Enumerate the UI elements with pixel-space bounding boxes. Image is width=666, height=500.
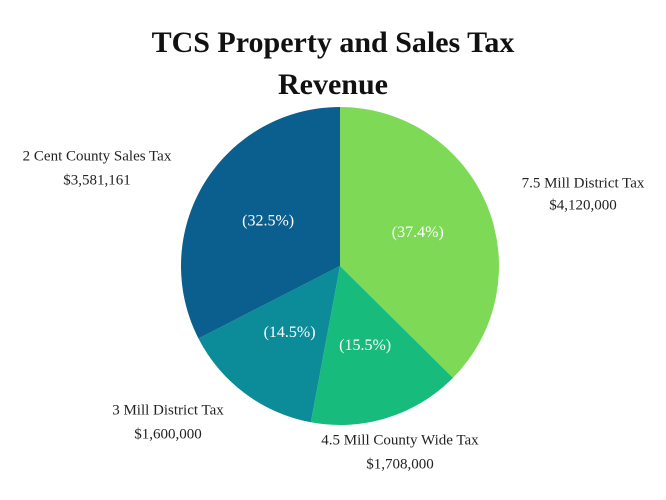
pie-slice xyxy=(340,107,499,378)
value-label: $1,708,000 xyxy=(366,456,434,472)
value-label: $4,120,000 xyxy=(549,197,617,213)
pie-slice xyxy=(198,266,340,423)
slice-label: 7.5 Mill District Tax xyxy=(522,175,645,191)
pie-slice xyxy=(310,266,453,425)
pie-slice xyxy=(181,107,340,339)
percent-label: (14.5%) xyxy=(264,324,316,341)
percent-label: (32.5%) xyxy=(242,213,294,230)
percent-label: (37.4%) xyxy=(392,224,444,241)
value-label: $1,600,000 xyxy=(134,426,202,442)
chart-title: TCS Property and Sales Tax Revenue xyxy=(151,26,515,101)
percent-label: (15.5%) xyxy=(339,337,391,354)
slice-label: 2 Cent County Sales Tax xyxy=(23,148,172,164)
slice-label: 3 Mill District Tax xyxy=(112,402,224,418)
slice-label: 4.5 Mill County Wide Tax xyxy=(321,432,479,448)
value-label: $3,581,161 xyxy=(63,172,131,188)
